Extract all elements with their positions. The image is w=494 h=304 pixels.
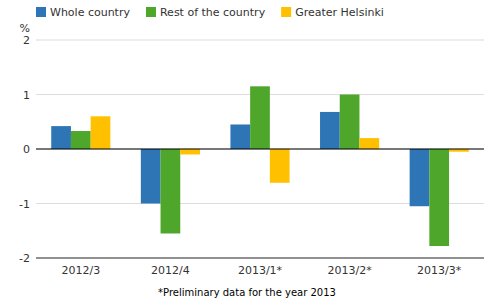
x-tick-label: 2012/3: [61, 264, 100, 277]
legend-label: Greater Helsinki: [295, 6, 384, 19]
bar: [91, 116, 111, 149]
x-tick-label: 2013/2*: [327, 264, 372, 277]
zero-line: [36, 149, 484, 150]
x-axis-line: [36, 258, 484, 259]
legend-swatch: [281, 7, 291, 17]
bar: [141, 149, 161, 204]
chart: -2 -1 0 1 2% 2012/3 2012/4 2013/1* 2013/2* 2013/3…: [0, 0, 494, 304]
bar: [250, 86, 270, 149]
y-tick-label: 1: [23, 89, 30, 102]
legend: Whole country Rest of the country Greater …: [36, 6, 384, 19]
x-tick-label: 2013/3*: [417, 264, 462, 277]
legend-label: Whole country: [50, 6, 130, 19]
y-tick-label: -2: [19, 252, 30, 265]
legend-swatch: [146, 7, 156, 17]
grid-line: [36, 40, 484, 41]
y-axis-label: %: [20, 22, 30, 35]
bar: [161, 149, 181, 233]
bar: [320, 112, 340, 149]
bar: [340, 95, 360, 150]
x-tick-label: 2012/4: [151, 264, 190, 277]
grid-line: [36, 149, 484, 150]
x-tick-label: 2013/1*: [238, 264, 283, 277]
legend-swatch: [36, 7, 46, 17]
bar: [359, 138, 379, 149]
bar: [180, 149, 200, 154]
y-tick-label: 2: [23, 34, 30, 47]
footnote: *Preliminary data for the year 2013: [158, 287, 336, 298]
y-tick-label: 0: [23, 143, 30, 156]
bar: [51, 126, 71, 149]
grid-line: [36, 258, 484, 259]
bar: [230, 124, 250, 149]
bar: [410, 149, 430, 206]
bar: [429, 149, 449, 246]
bar: [270, 149, 290, 183]
legend-label: Rest of the country: [160, 6, 266, 19]
bar: [71, 131, 91, 149]
y-tick-label: -1: [19, 198, 30, 211]
bars: [51, 86, 469, 246]
